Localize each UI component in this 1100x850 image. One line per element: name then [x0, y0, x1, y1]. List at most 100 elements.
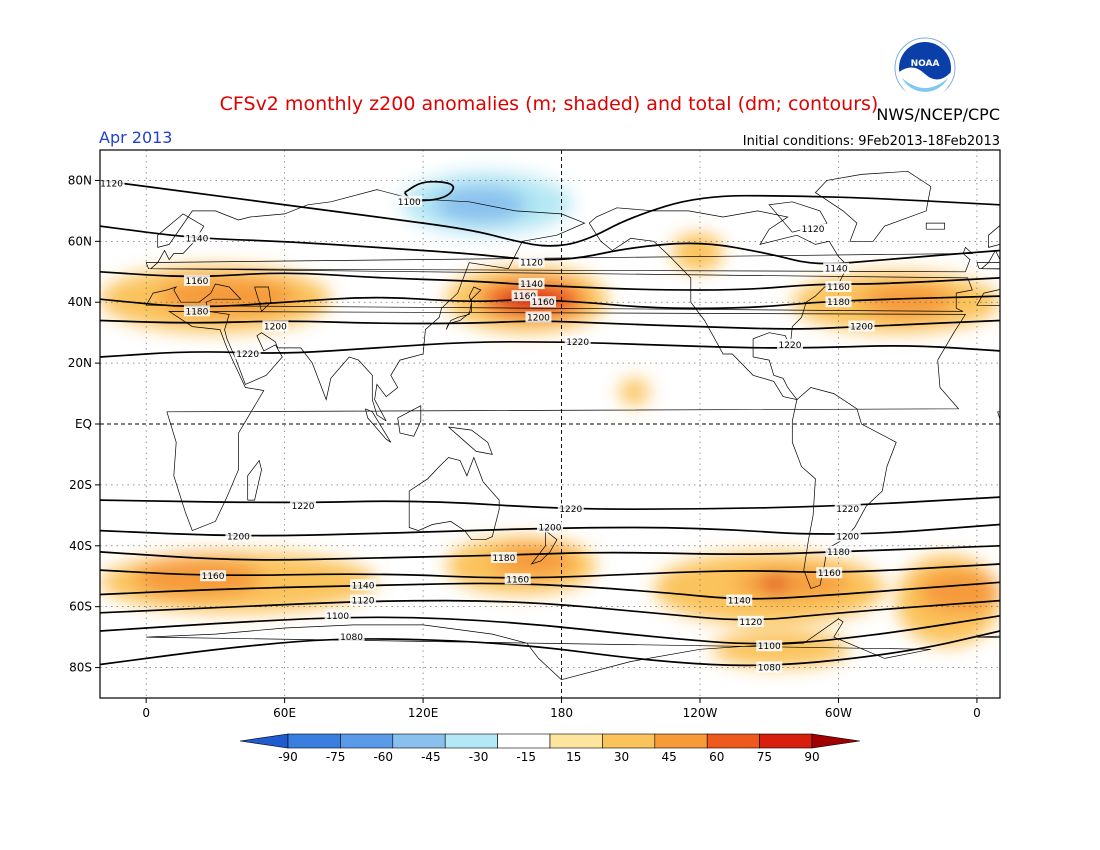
contour-label-bg — [823, 262, 850, 274]
coastline-europe — [145, 189, 973, 422]
lon-tick-label: 120W — [683, 706, 718, 720]
contour-label: 1180 — [827, 298, 850, 308]
contour-label-group: 1160 — [504, 573, 531, 585]
contour-label-group: 1120 — [100, 177, 125, 189]
contour-label-bg — [834, 530, 861, 542]
coastline-newguinea — [448, 426, 493, 455]
contour-label-group: 1160 — [183, 274, 210, 287]
contour-label-group: 1180 — [825, 296, 852, 308]
contour-labels: 1120 1100 1140 1120 1140 1160 1160 1200 1160 1180… — [100, 177, 875, 674]
contour-label-bg — [518, 256, 545, 268]
anomaly-region-3 — [434, 186, 527, 224]
contour-label-group: 1120 — [518, 256, 545, 269]
contour-label: 1140 — [352, 581, 375, 591]
contour-label-bg — [756, 640, 783, 652]
contour-label: 1160 — [185, 277, 208, 287]
contour-label: 1200 — [227, 533, 250, 543]
lon-tick-label: 0 — [973, 706, 981, 720]
contour-label-group: 1220 — [290, 500, 317, 512]
contour-label-group: 1220 — [777, 338, 803, 351]
contour-label-group: 1180 — [183, 305, 210, 317]
contour-label: 1220 — [836, 505, 859, 515]
colorbar-swatch — [444, 733, 498, 749]
agency-label: NWS/NCEP/CPC — [876, 105, 1000, 124]
colorbar-arrow-left — [239, 733, 289, 749]
colorbar-label: -15 — [516, 750, 536, 764]
contour-label-bg — [324, 609, 351, 621]
colorbar-swatch — [497, 733, 551, 749]
contour-label-bg — [183, 305, 210, 317]
anomaly-region-19 — [762, 576, 788, 592]
contour-label-group: 1160 — [530, 296, 557, 308]
contour-label: 1160 — [532, 298, 555, 308]
contour-label-group: 1160 — [816, 567, 843, 579]
contour-1200 — [100, 319, 1000, 330]
contour-label-group: 1100 — [756, 640, 783, 652]
contour-label-bg — [183, 274, 210, 286]
noaa-logo-text: NOAA — [911, 59, 940, 69]
contour-label-bg — [200, 570, 227, 582]
contour-label-group: 1160 — [200, 570, 227, 582]
contour-label-bg — [537, 521, 563, 533]
coastline-caspian — [254, 286, 272, 313]
contour-label: 1100 — [398, 198, 421, 208]
contour-label: 1160 — [827, 283, 850, 293]
contour-label-group: 1200 — [525, 311, 552, 323]
contour-label-group: 1220 — [234, 347, 261, 360]
coastline-greenland — [814, 170, 932, 242]
colorbar-swatch — [759, 733, 813, 749]
colorbar-label: 90 — [804, 750, 819, 764]
colorbar-swatch — [549, 733, 603, 749]
contour-label-group: 1080 — [756, 661, 783, 674]
noaa-logo: NOAA — [894, 37, 956, 100]
contour-1220 — [100, 340, 1000, 358]
contour-label-bg — [530, 296, 557, 308]
lat-tick-label: 80S — [69, 661, 92, 675]
contour-label-group: 1180 — [825, 545, 852, 558]
contour-label: 1160 — [506, 575, 529, 585]
coastline-uk — [976, 261, 1000, 270]
contour-label-bg — [350, 579, 377, 591]
lon-tick-label: 120E — [408, 706, 439, 720]
coastline-uk — [145, 246, 974, 273]
coastline-europe — [976, 225, 1000, 306]
contour-label: 1200 — [850, 323, 873, 333]
coastline-africa — [997, 311, 1000, 421]
contour-label-bg — [511, 290, 538, 302]
contour-label-bg — [848, 320, 875, 332]
anomaly-region-14 — [134, 557, 262, 598]
contour-1180 — [100, 544, 1000, 561]
colorbar-label: -45 — [421, 750, 441, 764]
contour-label: 1160 — [818, 569, 841, 579]
contour-label-group: 1140 — [518, 277, 545, 290]
lon-tick-label: 0 — [142, 706, 150, 720]
colorbar-label: 75 — [757, 750, 772, 764]
contour-label: 1140 — [728, 597, 751, 607]
contour-label-group: 1140 — [350, 579, 377, 591]
anomaly-shading — [100, 156, 1000, 668]
colorbar-label: -75 — [326, 750, 346, 764]
contour-label-bg — [834, 503, 861, 515]
contour-label: 1200 — [836, 533, 859, 543]
contour-label-bg — [396, 195, 423, 207]
lat-tick-label: 80N — [68, 173, 92, 187]
contour-label-bg — [816, 567, 843, 579]
colorbar-label: -90 — [278, 750, 298, 764]
contour-label: 1220 — [559, 505, 582, 515]
contour-label-bg — [504, 573, 531, 585]
contour-label-bg — [350, 594, 377, 606]
contour-label-bg — [737, 615, 764, 627]
colorbar-swatch — [287, 733, 341, 749]
colorbar-swatch — [654, 733, 708, 749]
contour-label-group: 1100 — [396, 195, 423, 208]
contour-label-bg — [290, 500, 317, 512]
height-contours — [100, 179, 1000, 667]
contour-label: 1200 — [264, 323, 287, 333]
contour-label: 1200 — [527, 313, 550, 323]
contour-label: 1100 — [326, 612, 349, 622]
contour-label-bg — [726, 594, 753, 606]
contour-label: 1140 — [825, 265, 848, 275]
contour-label: 1160 — [202, 572, 225, 582]
lat-tick-label: 60S — [69, 600, 92, 614]
